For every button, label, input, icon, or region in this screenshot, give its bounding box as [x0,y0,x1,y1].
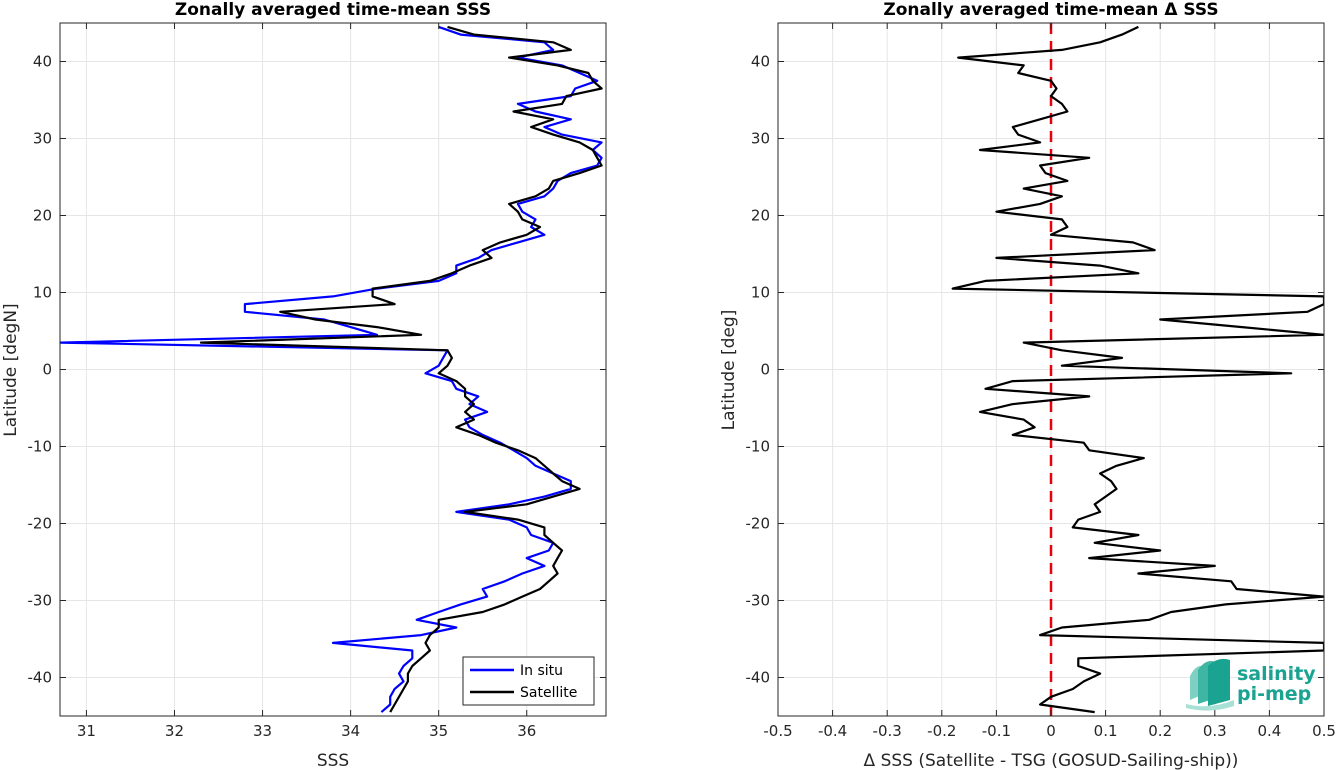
right-xtick-label: -0.1 [982,722,1011,740]
right-xtick-label: -0.4 [818,722,847,740]
left-title: Zonally averaged time-mean SSS [175,0,491,20]
sss-profile-panel: 31 32 33 34 35 36 -40 -30 -20 -10 0 10 20 30 40 Zonall… [1,0,607,770]
left-xtick-label: 31 [77,722,96,740]
left-ytick-label: -20 [28,515,53,533]
left-ticks: 31 32 33 34 35 36 -40 -30 -20 -10 0 10 20 30 40 [28,23,606,740]
left-ytick-label: 30 [33,130,52,148]
left-xtick-label: 35 [429,722,448,740]
left-ytick-label: -40 [28,669,53,687]
right-xtick-label: 0.3 [1203,722,1227,740]
right-xtick-label: -0.2 [927,722,956,740]
legend: In situ Satellite [462,656,595,706]
right-ytick-label: 10 [751,284,770,302]
left-xtick-label: 32 [165,722,184,740]
logo-text-salinity: salinity [1237,663,1316,685]
right-ytick-label: -30 [746,592,771,610]
right-xtick-label: 0 [1046,722,1056,740]
right-series-delta-sss-line [951,25,1324,714]
right-ytick-label: -40 [746,669,771,687]
delta-sss-panel: -0.5 -0.4 -0.3 -0.2 -0.1 0 0.1 0.2 0.3 0.4 0.5 -40 -… [719,0,1336,770]
legend-box [462,656,595,706]
left-ytick-label: 10 [33,284,52,302]
left-xtick-label: 33 [253,722,272,740]
right-xtick-label: -0.3 [873,722,902,740]
left-ytick-label: -10 [28,438,53,456]
right-xtick-label: 0.2 [1148,722,1172,740]
right-ytick-label: 0 [760,361,770,379]
left-ytick-label: 20 [33,207,52,225]
legend-satellite-label: Satellite [520,685,577,701]
right-ytick-label: 40 [751,53,770,71]
left-ylabel: Latitude [degN] [1,303,21,436]
right-title: Zonally averaged time-mean Δ SSS [883,0,1218,20]
right-xtick-label: -0.5 [763,722,792,740]
right-ytick-label: 20 [751,207,770,225]
right-ytick-label: 30 [751,130,770,148]
right-xtick-label: 0.5 [1312,722,1336,740]
left-series-satellite-line [199,25,603,713]
logo-text-pimep: pi-mep [1237,683,1311,705]
right-xtick-label: 0.4 [1257,722,1281,740]
right-ticks: -0.5 -0.4 -0.3 -0.2 -0.1 0 0.1 0.2 0.3 0.4 0.5 -40 -… [746,23,1336,740]
right-ytick-label: -20 [746,515,771,533]
right-ylabel: Latitude [deg] [719,310,739,431]
left-xtick-label: 34 [341,722,360,740]
salinity-pimep-logo: salinity pi-mep [1186,658,1316,711]
right-lines [951,23,1324,716]
left-grid [60,23,606,716]
right-ytick-label: -10 [746,438,771,456]
right-xtick-label: 0.1 [1094,722,1118,740]
left-ytick-label: 40 [33,53,52,71]
left-xtick-label: 36 [517,722,536,740]
left-ytick-label: -30 [28,592,53,610]
right-xlabel: Δ SSS (Satellite - TSG (GOSUD-Sailing-sh… [864,751,1239,770]
logo-mark-icon [1186,658,1234,711]
left-xlabel: SSS [317,751,349,770]
left-ytick-label: 0 [42,361,52,379]
left-lines [60,25,603,713]
left-series-in-situ-line [60,25,603,713]
legend-insitu-label: In situ [520,663,563,679]
